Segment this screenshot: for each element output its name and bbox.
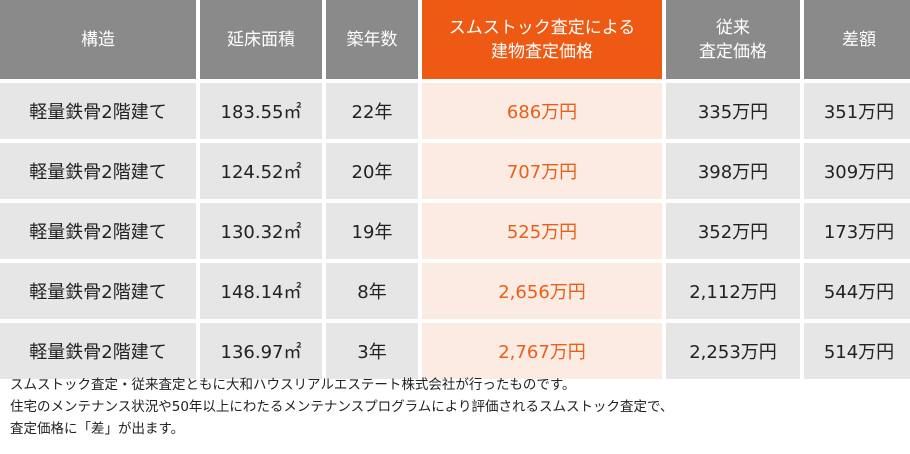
table-cell-conventional-price: 2,253万円 (666, 323, 800, 379)
table-cell-conventional-price: 335万円 (666, 83, 800, 139)
table-cell-age: 8年 (326, 263, 418, 319)
table-cell-structure: 軽量鉄骨2階建て (0, 143, 196, 199)
table-cell-age: 19年 (326, 203, 418, 259)
header-conventional-price: 従来 査定価格 (666, 0, 800, 79)
table-cell-floor-area: 136.97㎡ (200, 323, 322, 379)
table-cell-smstock-price: 2,767万円 (422, 323, 662, 379)
table-cell-structure: 軽量鉄骨2階建て (0, 263, 196, 319)
table-cell-age: 22年 (326, 83, 418, 139)
table-cell-age: 20年 (326, 143, 418, 199)
footnote: スムストック査定・従来査定ともに大和ハウスリアルエステート株式会社が行ったもので… (10, 374, 905, 440)
table-cell-conventional-price: 2,112万円 (666, 263, 800, 319)
table-cell-smstock-price: 686万円 (422, 83, 662, 139)
header-floor-area: 延床面積 (200, 0, 322, 79)
header-structure: 構造 (0, 0, 196, 79)
table-cell-structure: 軽量鉄骨2階建て (0, 203, 196, 259)
footnote-line: スムストック査定・従来査定ともに大和ハウスリアルエステート株式会社が行ったもので… (10, 377, 576, 393)
footnote-line: 住宅のメンテナンス状況や50年以上にわたるメンテナンスプログラムにより評価される… (10, 399, 674, 415)
price-comparison-table: 構造 延床面積 築年数 スムストック査定による 建物査定価格 従来 査定価格 差… (0, 0, 910, 379)
table-cell-difference: 351万円 (804, 83, 910, 139)
table-cell-conventional-price: 398万円 (666, 143, 800, 199)
table-cell-smstock-price: 2,656万円 (422, 263, 662, 319)
header-difference: 差額 (804, 0, 910, 79)
table-cell-difference: 514万円 (804, 323, 910, 379)
table-cell-structure: 軽量鉄骨2階建て (0, 83, 196, 139)
table-cell-floor-area: 183.55㎡ (200, 83, 322, 139)
table-cell-difference: 309万円 (804, 143, 910, 199)
table-cell-floor-area: 124.52㎡ (200, 143, 322, 199)
table-cell-structure: 軽量鉄骨2階建て (0, 323, 196, 379)
table-cell-floor-area: 148.14㎡ (200, 263, 322, 319)
table-cell-difference: 173万円 (804, 203, 910, 259)
table-cell-smstock-price: 525万円 (422, 203, 662, 259)
table-cell-conventional-price: 352万円 (666, 203, 800, 259)
header-smstock-price: スムストック査定による 建物査定価格 (422, 0, 662, 79)
table-cell-age: 3年 (326, 323, 418, 379)
table-cell-difference: 544万円 (804, 263, 910, 319)
table-cell-smstock-price: 707万円 (422, 143, 662, 199)
table-cell-floor-area: 130.32㎡ (200, 203, 322, 259)
footnote-line: 査定価格に「差」が出ます。 (10, 421, 185, 437)
header-building-age: 築年数 (326, 0, 418, 79)
